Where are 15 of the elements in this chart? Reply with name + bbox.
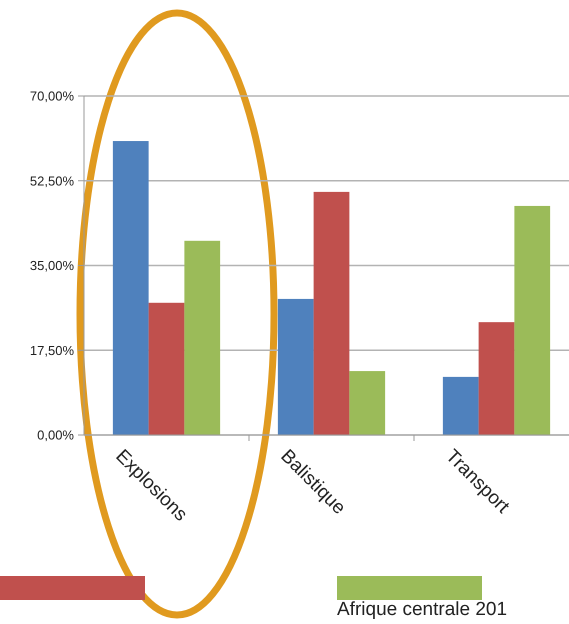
y-tick-label: 17,50% bbox=[30, 342, 74, 358]
bar bbox=[148, 302, 184, 435]
text: Afrique centrale 201 bbox=[337, 598, 508, 620]
y-tick-label: 52,50% bbox=[30, 173, 74, 188]
bar bbox=[314, 192, 350, 435]
bar bbox=[514, 206, 550, 435]
y-tick-label: 35,00% bbox=[30, 258, 74, 274]
bar bbox=[349, 371, 386, 435]
bar bbox=[478, 322, 514, 435]
bar bbox=[112, 141, 149, 435]
y-tick-label: 0,00% bbox=[37, 428, 74, 443]
y-tick-label: 70,00% bbox=[30, 88, 74, 104]
bar bbox=[442, 376, 479, 435]
bar bbox=[278, 298, 314, 435]
bar bbox=[184, 240, 220, 435]
